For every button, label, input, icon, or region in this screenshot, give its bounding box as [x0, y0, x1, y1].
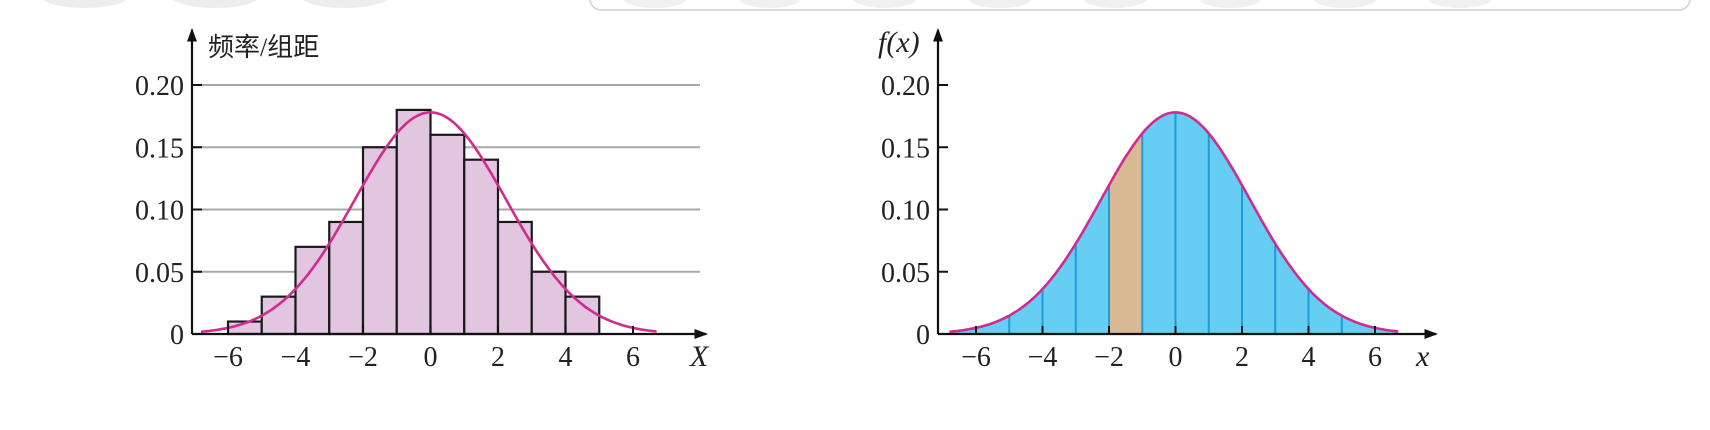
y-axis-label: 频率/组距	[208, 33, 319, 62]
density-area-chart: 0 0.05 0.10 0.15 0.20 −6 −4 −2 0 2 4 6 f(x) x	[878, 26, 1438, 373]
y-tick-label: 0.15	[881, 133, 930, 164]
x-tick-label: 4	[559, 342, 573, 373]
histogram-bar	[395, 108, 432, 336]
histogram-bar	[496, 220, 533, 336]
histogram-bar	[260, 295, 297, 336]
histogram-bar	[328, 220, 365, 336]
y-tick-label: 0	[170, 320, 184, 351]
x-tick-labels: −6 −4 −2 0 2 4 6	[961, 342, 1382, 373]
highlighted-interval	[1109, 133, 1143, 334]
x-tick-labels: −6 −4 −2 0 2 4 6	[213, 342, 640, 373]
x-tick-label: −2	[1094, 342, 1124, 373]
histogram-bars	[226, 108, 601, 336]
histogram-bar	[564, 295, 601, 336]
x-tick-label: −6	[961, 342, 991, 373]
histogram-bar	[530, 270, 567, 336]
y-tick-labels: 0 0.05 0.10 0.15 0.20	[881, 71, 930, 351]
axes	[933, 28, 1438, 339]
histogram-bar	[463, 158, 500, 336]
y-tick-label: 0.10	[881, 196, 930, 227]
y-tick-label: 0.20	[881, 71, 930, 102]
y-tick-label: 0.20	[135, 71, 184, 102]
y-tick-label: 0.10	[135, 196, 184, 227]
y-tick-labels: 0 0.05 0.10 0.15 0.20	[135, 71, 184, 351]
x-tick-label: 4	[1302, 342, 1316, 373]
y-tick-label: 0.05	[881, 258, 930, 289]
x-tick-label: −6	[213, 342, 243, 373]
y-tick-label: 0.15	[135, 133, 184, 164]
histogram-bar	[429, 133, 466, 336]
x-tick-label: 0	[1169, 342, 1183, 373]
x-tick-label: 2	[1235, 342, 1249, 373]
y-axis-arrow	[933, 28, 943, 42]
cropped-toolbar-strip	[43, 0, 1691, 11]
x-axis-label: x	[1415, 340, 1430, 373]
histogram-chart: 0 0.05 0.10 0.15 0.20 −6 −4 −2 0 2 4 6 频率/组距 X	[135, 28, 710, 373]
y-tick-label: 0.05	[135, 258, 184, 289]
x-axis-arrow	[694, 329, 708, 339]
x-tick-label: 6	[1368, 342, 1382, 373]
axes	[187, 28, 708, 339]
y-axis-label: f(x)	[878, 26, 920, 59]
histogram-bar	[294, 245, 331, 336]
x-axis-arrow	[1424, 329, 1438, 339]
x-tick-label: 0	[424, 342, 438, 373]
x-tick-label: 2	[491, 342, 505, 373]
x-tick-label: −2	[348, 342, 378, 373]
density-curve	[949, 111, 1399, 334]
y-tick-label: 0	[916, 320, 930, 351]
area-under-curve	[949, 112, 1399, 335]
density-curve	[200, 111, 657, 334]
x-tick-label: −4	[281, 342, 311, 373]
x-tick-label: −4	[1028, 342, 1058, 373]
x-tick-label: 6	[626, 342, 640, 373]
interval-dividers	[975, 112, 1376, 334]
y-axis-arrow	[187, 28, 197, 42]
x-axis-label: X	[689, 340, 710, 373]
